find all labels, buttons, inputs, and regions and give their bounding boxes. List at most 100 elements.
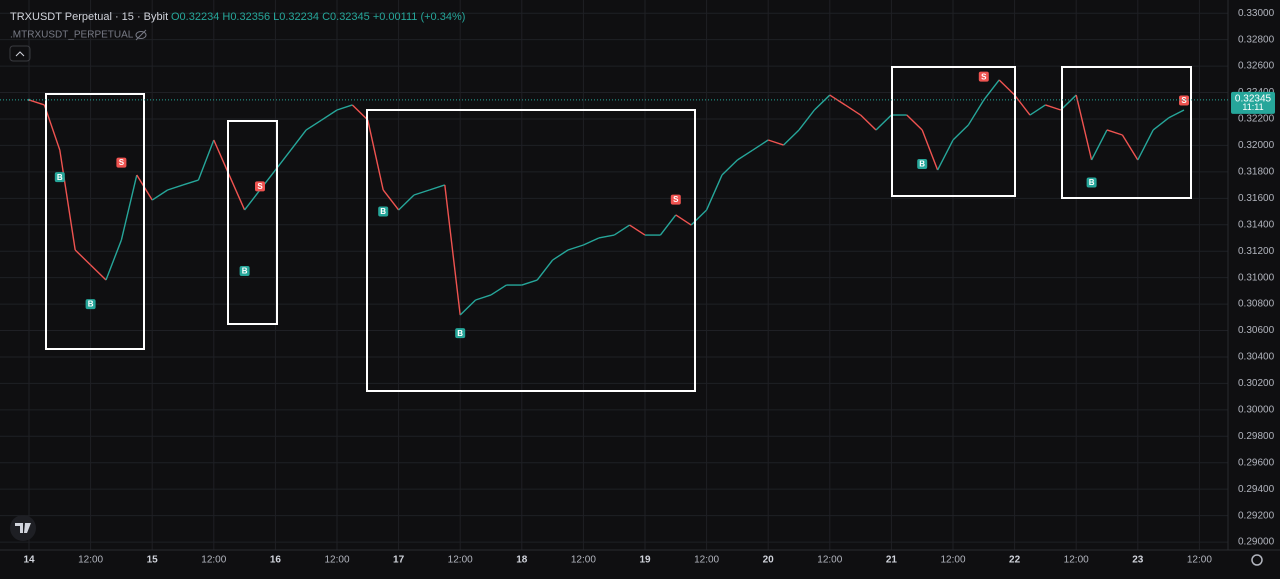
x-tick-label: 23 [1132,555,1144,566]
price-segment [583,237,600,246]
price-segment [798,109,815,131]
signal-label: B [1089,178,1095,187]
price-segment [737,149,754,161]
x-tick-label: 14 [23,555,35,566]
y-tick-label: 0.31600 [1238,193,1275,204]
y-tick-label: 0.29800 [1238,431,1275,442]
highlight-box [366,109,696,392]
price-segment [983,79,1000,101]
highlight-box [227,120,278,325]
price-segment [875,114,892,131]
signal-label: S [257,182,263,191]
y-tick-label: 0.29000 [1238,537,1275,548]
price-segment [105,239,123,281]
signal-marker [978,71,989,82]
price-segment [74,249,92,266]
x-tick-label: 12:00 [1064,555,1089,566]
x-tick-label: 16 [270,555,282,566]
price-segment [1014,94,1031,116]
price-segment [321,109,338,121]
price-segment [783,129,800,146]
last-price-box [1231,91,1275,114]
price-segment [921,129,939,171]
signal-marker [116,157,127,168]
x-tick-label: 17 [393,555,405,566]
y-tick-label: 0.30800 [1238,299,1275,310]
price-segment [351,104,369,121]
price-segment [1152,117,1170,131]
y-tick-label: 0.29200 [1238,510,1275,521]
highlight-box [891,66,1016,197]
price-segment [228,174,246,211]
plot: B B B B B B B S S S S S [27,71,1189,339]
x-tick-label: 12:00 [448,555,473,566]
price-segment [475,294,492,301]
collapse-button[interactable] [9,45,31,62]
x-tick-label: 21 [886,555,898,566]
price-segment [598,234,615,239]
price-segment [1106,129,1123,136]
signal-label: B [57,173,63,182]
price-segment [1121,134,1139,161]
y-tick-label: 0.31000 [1238,272,1275,283]
settings-button[interactable] [1251,554,1263,566]
signal-label: S [119,158,125,167]
signal-label: B [88,300,94,309]
hide-icon[interactable] [135,29,147,41]
price-segment [844,104,861,116]
signal-label: B [457,329,463,338]
y-tick-label: 0.31400 [1238,219,1275,230]
price-segment [382,189,400,211]
price-segment [936,139,954,171]
indicator-name: .MTRXUSDT_PERPETUAL [10,30,134,41]
y-tick-label: 0.30400 [1238,352,1275,363]
y-tick-label: 0.31800 [1238,167,1275,178]
price-segment [244,189,261,211]
x-tick-label: 12:00 [324,555,349,566]
signal-marker [1179,95,1189,106]
price-segment [613,224,630,236]
price-segment [721,159,738,176]
price-segment [1060,94,1077,111]
highlight-box [45,93,145,350]
price-segment [767,139,784,146]
price-segment [998,79,1016,96]
y-tick-label: 0.32800 [1238,34,1275,45]
price-segment [90,264,107,281]
price-segment [567,244,584,251]
price-segment [305,119,322,131]
collapse-icon [15,51,25,57]
y-tick-label: 0.32600 [1238,61,1275,72]
price-segment [1045,104,1062,111]
price-segment [521,279,538,286]
signal-marker [378,206,389,217]
price-segment [659,214,677,236]
price-segment [536,259,554,281]
price-segment [413,189,430,196]
logo-mark [15,523,31,533]
price-segment [336,104,353,111]
signal-marker [239,266,250,277]
countdown: 11:11 [1242,102,1263,112]
x-tick-label: 19 [639,555,651,566]
price-segment [552,249,569,261]
price-segment [120,174,138,241]
x-tick-label: 12:00 [78,555,103,566]
signal-label: S [981,72,987,81]
y-tick-label: 0.33000 [1238,8,1275,19]
x-tick-label: 15 [147,555,159,566]
price-segment [444,184,461,316]
x-tick-label: 12:00 [940,555,965,566]
y-tick-label: 0.31200 [1238,246,1275,257]
price-segment [1075,94,1093,161]
price-segment [752,139,769,151]
signal-marker [1086,177,1097,188]
price-segment [629,224,646,236]
signal-marker [917,158,928,169]
price-segment [967,99,985,126]
signal-marker [85,299,96,310]
x-tick-label: 12:00 [694,555,719,566]
